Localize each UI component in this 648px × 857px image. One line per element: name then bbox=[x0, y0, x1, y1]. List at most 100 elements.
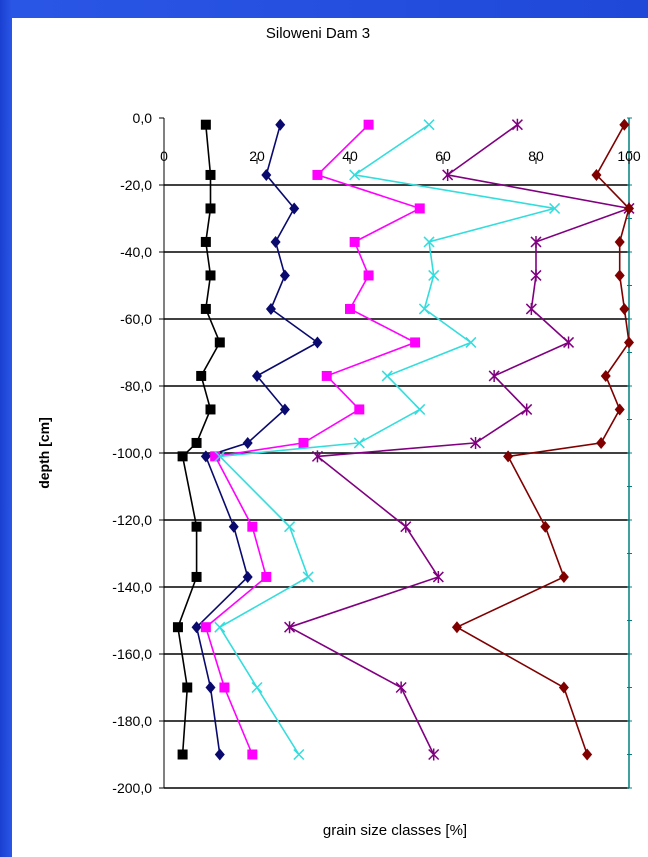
y-tick-label: -120,0 bbox=[112, 512, 152, 528]
data-point bbox=[614, 403, 625, 416]
data-point bbox=[200, 119, 211, 130]
data-point bbox=[191, 621, 202, 634]
data-point bbox=[530, 235, 542, 248]
data-point bbox=[219, 682, 230, 693]
series-line bbox=[218, 124, 555, 755]
data-point bbox=[205, 681, 216, 694]
y-tick-label: -180,0 bbox=[112, 713, 152, 729]
data-point bbox=[279, 269, 290, 282]
data-point bbox=[289, 202, 300, 215]
data-point bbox=[349, 236, 360, 247]
data-point bbox=[363, 270, 374, 281]
data-point bbox=[428, 748, 440, 761]
data-point bbox=[261, 168, 272, 181]
x-tick-label: 100 bbox=[617, 148, 641, 164]
series-line bbox=[455, 124, 630, 755]
y-tick-label: 0,0 bbox=[133, 110, 153, 126]
data-point bbox=[252, 369, 262, 382]
data-point bbox=[247, 521, 258, 532]
y-axis-label: depth [cm] bbox=[36, 417, 52, 489]
x-tick-label: 20 bbox=[249, 148, 265, 164]
data-point bbox=[540, 520, 551, 533]
data-point bbox=[191, 521, 202, 532]
data-point bbox=[470, 436, 482, 449]
data-point bbox=[214, 621, 226, 633]
data-point bbox=[172, 622, 183, 633]
data-point bbox=[423, 236, 435, 248]
y-tick-label: -60,0 bbox=[120, 311, 152, 327]
data-point bbox=[191, 437, 202, 448]
data-point bbox=[521, 403, 533, 416]
data-point bbox=[563, 336, 575, 349]
data-point bbox=[261, 571, 272, 582]
x-tick-label: 80 bbox=[528, 148, 544, 164]
chart-title: Siloweni Dam 3 bbox=[266, 25, 370, 42]
data-point bbox=[177, 749, 188, 760]
data-point bbox=[284, 521, 296, 533]
data-point bbox=[451, 621, 462, 634]
data-point bbox=[279, 403, 290, 416]
data-point bbox=[432, 570, 444, 583]
data-series bbox=[191, 118, 323, 761]
data-point bbox=[205, 203, 216, 214]
y-tick-label: -160,0 bbox=[112, 646, 152, 662]
data-point bbox=[410, 337, 421, 348]
data-point bbox=[349, 169, 361, 181]
data-point bbox=[619, 118, 630, 131]
data-point bbox=[312, 169, 323, 180]
data-point bbox=[503, 450, 514, 463]
y-tick-label: -140,0 bbox=[112, 579, 152, 595]
y-tick-label: -100,0 bbox=[112, 445, 152, 461]
data-point bbox=[353, 437, 365, 449]
data-point bbox=[191, 571, 202, 582]
data-point bbox=[200, 622, 211, 633]
y-axis-ticks: 0,0 -20,0 -40,0 -60,0 -80,0 -100,0 -120,0 -140,… bbox=[112, 110, 164, 796]
data-point bbox=[395, 681, 407, 694]
data-point bbox=[423, 119, 435, 131]
x-tick-label: 60 bbox=[435, 148, 451, 164]
data-point bbox=[381, 370, 393, 382]
data-point bbox=[400, 520, 412, 533]
data-series bbox=[214, 119, 561, 761]
grain-size-chart: Siloweni Dam 3 0,0 -20,0 -40,0 -60,0 -80,0 -1… bbox=[36, 25, 641, 839]
series-line bbox=[195, 124, 319, 755]
data-point bbox=[600, 369, 611, 382]
data-point bbox=[558, 570, 569, 583]
data-point bbox=[228, 520, 239, 533]
data-point bbox=[265, 302, 276, 315]
data-point bbox=[214, 337, 225, 348]
data-point bbox=[205, 270, 216, 281]
y-tick-label: -20,0 bbox=[120, 177, 152, 193]
data-point bbox=[182, 682, 193, 693]
data-point bbox=[442, 168, 454, 181]
data-point bbox=[488, 369, 500, 382]
series-line bbox=[204, 124, 422, 755]
data-point bbox=[558, 681, 569, 694]
y-tick-label: -200,0 bbox=[112, 780, 152, 796]
chart-frame: Siloweni Dam 3 0,0 -20,0 -40,0 -60,0 -80,0 -1… bbox=[12, 18, 648, 857]
data-point bbox=[205, 404, 216, 415]
data-point bbox=[414, 203, 425, 214]
data-point bbox=[298, 437, 309, 448]
data-point bbox=[210, 451, 221, 462]
data-point bbox=[619, 302, 630, 315]
data-series bbox=[200, 119, 425, 760]
data-point bbox=[242, 436, 253, 449]
x-axis-label: grain size classes [%] bbox=[323, 822, 467, 839]
data-point bbox=[624, 336, 634, 349]
data-point bbox=[247, 749, 258, 760]
x-axis-ticks: 0 20 40 60 80 100 bbox=[160, 148, 641, 164]
data-point bbox=[196, 370, 207, 381]
data-point bbox=[614, 269, 625, 282]
data-point bbox=[465, 336, 477, 348]
data-point bbox=[200, 303, 211, 314]
data-point bbox=[200, 450, 211, 463]
data-point bbox=[596, 436, 607, 449]
series-group bbox=[172, 118, 635, 761]
data-point bbox=[525, 302, 537, 315]
data-series bbox=[172, 119, 225, 760]
data-point bbox=[242, 570, 253, 583]
data-point bbox=[614, 235, 625, 248]
data-point bbox=[345, 303, 355, 314]
data-point bbox=[270, 235, 281, 248]
